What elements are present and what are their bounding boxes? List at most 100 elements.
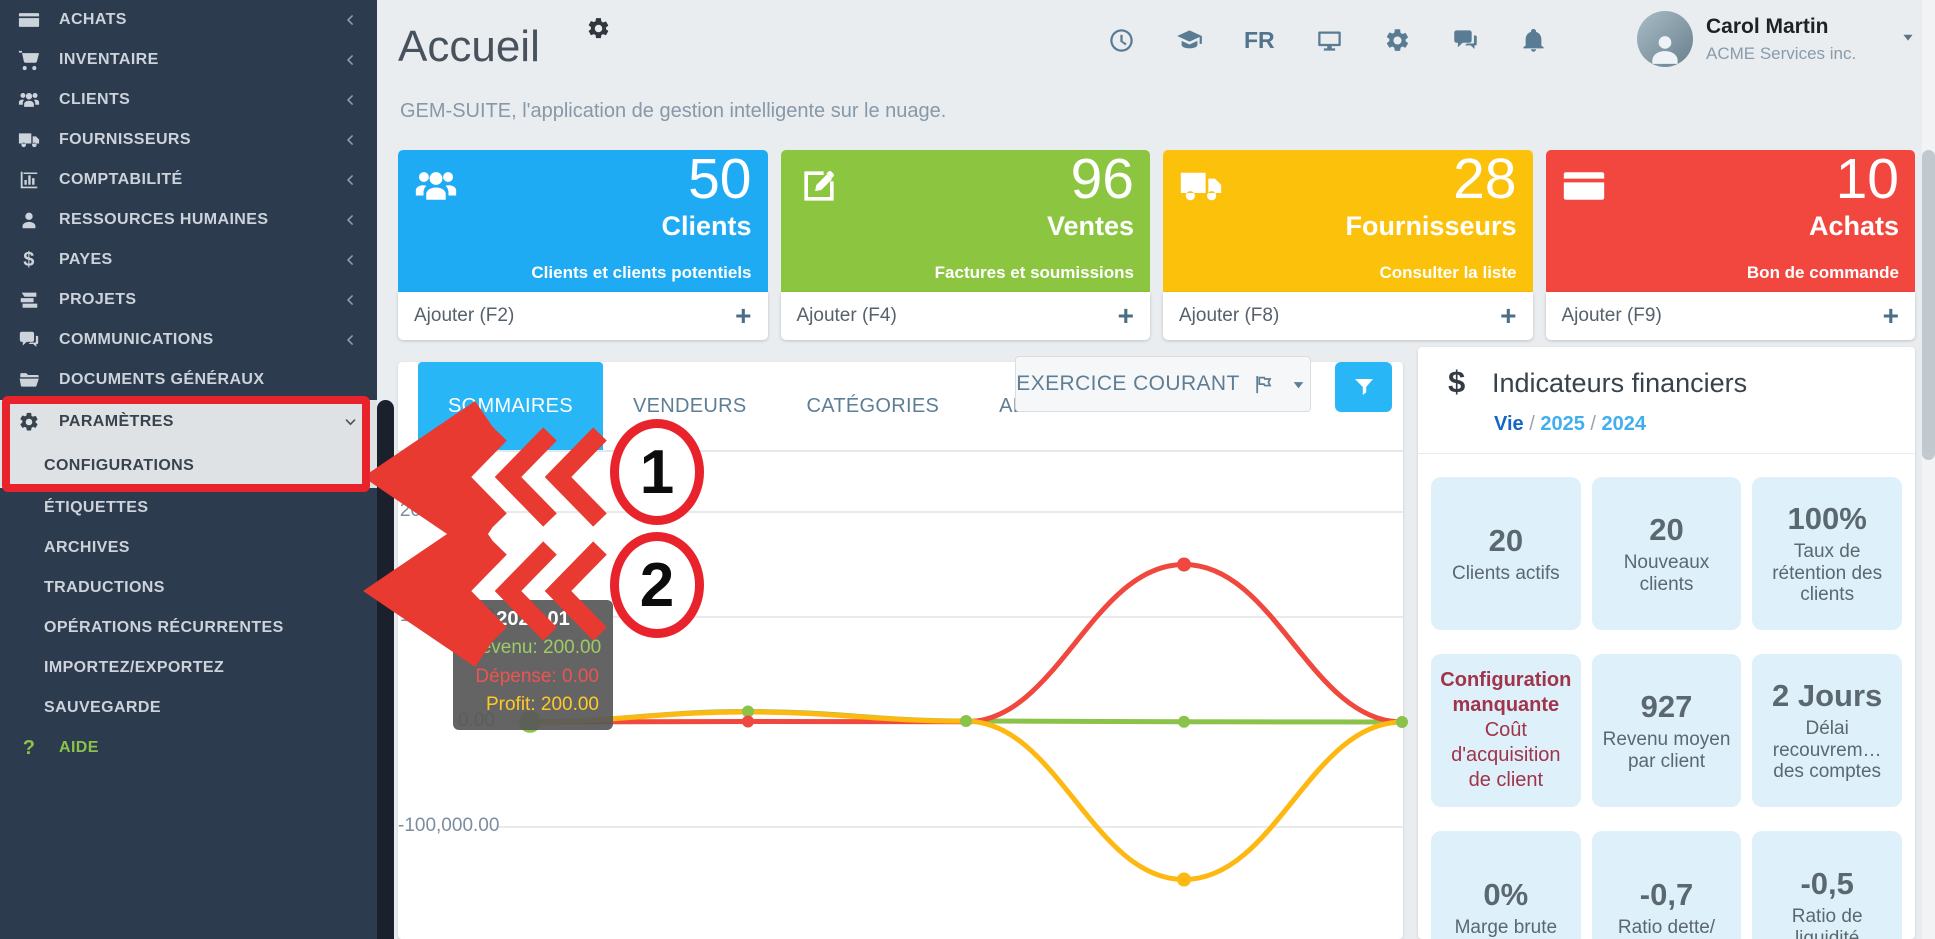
sidebar-item-importez-exportez[interactable]: IMPORTEZ/EXPORTEZ	[0, 648, 377, 688]
sidebar-item-archives[interactable]: ARCHIVES	[0, 528, 377, 568]
stat-value: 10	[1835, 147, 1899, 211]
plus-icon: +	[1500, 300, 1517, 331]
sidebar-item-label: ARCHIVES	[44, 539, 130, 556]
tab-categories[interactable]: CATÉGORIES	[806, 394, 940, 417]
period-separator: /	[1523, 413, 1541, 435]
sidebar-item-label: COMPTABILITÉ	[59, 171, 183, 188]
user-icon	[14, 208, 44, 232]
period-vie[interactable]: Vie	[1494, 413, 1524, 435]
tile-value: -0,7	[1639, 876, 1694, 912]
stat-card-ventes: 96 Ventes Factures et soumissions Ajouter (…	[780, 147, 1150, 340]
point-marker	[1177, 872, 1191, 887]
sidebar-item-etiquettes[interactable]: ÉTIQUETTES	[0, 488, 377, 528]
cart-icon	[14, 48, 44, 72]
tile-value: 20	[1649, 511, 1684, 547]
tile-value: 2 Jours	[1772, 677, 1883, 713]
users-icon	[14, 88, 44, 112]
sidebar-item-comptabilite[interactable]: COMPTABILITÉ	[0, 160, 377, 200]
stat-card-fournisseurs: 28 Fournisseurs Consulter la liste Ajouter …	[1163, 150, 1533, 340]
stat-card-top[interactable]: 96 Ventes Factures et soumissions	[780, 147, 1150, 292]
history-icon[interactable]	[1108, 27, 1135, 54]
indicator-tile-ratio-dette: -0,7 Ratio dette/	[1591, 831, 1742, 939]
stat-label: Fournisseurs	[1345, 211, 1517, 241]
add-action-button[interactable]: Ajouter (F9) +	[1545, 292, 1915, 340]
sidebar-item-label: SAUVEGARDE	[44, 699, 161, 716]
sidebar-item-label: CONFIGURATIONS	[44, 457, 195, 474]
financial-indicators-panel: $ Indicateurs financiers Vie / 2025 / 20…	[1418, 347, 1915, 939]
stat-card-top[interactable]: 10 Achats Bon de commande	[1545, 147, 1915, 292]
display-icon[interactable]	[1316, 27, 1343, 54]
sidebar-item-achats[interactable]: ACHATS	[0, 0, 377, 40]
comments-icon	[14, 328, 44, 352]
tab-sommaires[interactable]: SOMMAIRES	[418, 362, 603, 450]
stat-sublabel: Clients et clients potentiels	[531, 263, 752, 282]
sidebar-item-parametres[interactable]: PARAMÈTRES	[0, 400, 377, 444]
stat-cards: 50 Clients Clients et clients potentiels Aj…	[398, 150, 1915, 340]
sidebar-item-projets[interactable]: PROJETS	[0, 280, 377, 320]
sidebar-item-configurations[interactable]: CONFIGURATIONS	[0, 444, 377, 488]
series-profit	[527, 709, 1405, 883]
credit-card-icon	[1562, 164, 1606, 213]
period-2024[interactable]: 2024	[1601, 413, 1647, 435]
period-selector-button[interactable]: EXERCICE COURANT	[1015, 356, 1311, 412]
settings-icon[interactable]	[1384, 27, 1411, 54]
period-2025[interactable]: 2025	[1540, 413, 1585, 435]
stat-card-top[interactable]: 28 Fournisseurs Consulter la liste	[1163, 150, 1533, 292]
plus-icon: +	[735, 300, 752, 331]
tab-vendeurs[interactable]: VENDEURS	[632, 394, 747, 417]
dollar-icon: $	[23, 248, 35, 271]
tile-value: 927	[1640, 688, 1693, 724]
sidebar-item-traductions[interactable]: TRADUCTIONS	[0, 568, 377, 608]
rows-icon	[14, 288, 44, 312]
chevron-left-icon	[344, 134, 357, 147]
point-marker	[960, 714, 972, 727]
person-icon	[1646, 29, 1684, 67]
add-action-button[interactable]: Ajouter (F2) +	[398, 292, 768, 340]
chevron-left-icon	[344, 294, 357, 307]
notifications-icon[interactable]	[1520, 27, 1547, 54]
sidebar-item-clients[interactable]: CLIENTS	[0, 80, 377, 120]
sidebar-item-label: INVENTAIRE	[59, 51, 159, 68]
plus-icon: +	[1117, 300, 1134, 331]
stat-card-top[interactable]: 50 Clients Clients et clients potentiels	[398, 150, 768, 292]
indicator-periods: Vie / 2025 / 2024	[1494, 413, 1646, 436]
sidebar-item-payes[interactable]: $ PAYES	[0, 240, 377, 280]
indicator-tiles: 20 Clients actifs 20 Nouveaux clients 100% Ta…	[1431, 477, 1902, 939]
sidebar-item-fournisseurs[interactable]: FOURNISSEURS	[0, 120, 377, 160]
sidebar-item-documents-generaux[interactable]: DOCUMENTS GÉNÉRAUX	[0, 360, 377, 400]
language-selector[interactable]: FR	[1244, 26, 1275, 53]
sidebar: ACHATS INVENTAIRE CLIENTS FOURNISSEURS COMPT…	[0, 0, 377, 939]
sidebar-item-operations-recurrentes[interactable]: OPÉRATIONS RÉCURRENTES	[0, 608, 377, 648]
messages-icon[interactable]	[1452, 27, 1479, 54]
sidebar-item-aide[interactable]: ? AIDE	[0, 728, 377, 768]
training-icon[interactable]	[1176, 27, 1203, 54]
user-menu-caret-icon[interactable]	[1897, 26, 1919, 53]
page-settings-gear-icon[interactable]	[586, 16, 611, 41]
stat-value: 96	[1070, 147, 1134, 211]
indicator-tile-marge-brute: 0% Marge brute	[1431, 831, 1581, 939]
sidebar-item-ressources-humaines[interactable]: RESSOURCES HUMAINES	[0, 200, 377, 240]
series-depense	[527, 561, 1405, 725]
tooltip-rows: Revenu: 200.00 Dépense: 0.00 Profit: 200.0…	[467, 634, 601, 720]
add-action-button[interactable]: Ajouter (F4) +	[780, 292, 1150, 340]
page-scrollbar-track[interactable]	[1922, 0, 1935, 939]
page-title: Accueil	[398, 22, 540, 71]
avatar[interactable]	[1637, 11, 1693, 67]
filter-button[interactable]	[1335, 362, 1392, 412]
question-icon: ?	[22, 736, 36, 759]
credit-card-icon	[14, 8, 44, 32]
sidebar-item-sauvegarde[interactable]: SAUVEGARDE	[0, 688, 377, 728]
add-action-label: Ajouter (F2)	[414, 305, 515, 326]
sidebar-item-communications[interactable]: COMMUNICATIONS	[0, 320, 377, 360]
add-action-button[interactable]: Ajouter (F8) +	[1163, 292, 1533, 340]
page-scrollbar-thumb[interactable]	[1922, 150, 1935, 460]
user-name[interactable]: Carol Martin	[1706, 15, 1829, 38]
bar-chart-icon	[14, 168, 44, 192]
sidebar-item-inventaire[interactable]: INVENTAIRE	[0, 40, 377, 80]
indicator-tile-clients-actifs: 20 Clients actifs	[1431, 477, 1581, 630]
indicator-tile-cout-d-acquisition-de-client: Configuration manquante Coût d'acquisitio…	[1431, 654, 1581, 807]
sidebar-item-label: AIDE	[59, 739, 99, 756]
point-marker	[1178, 715, 1190, 728]
sidebar-scrollbar-thumb[interactable]	[377, 400, 394, 939]
tile-label: Ratio de liquidité	[1791, 905, 1863, 939]
